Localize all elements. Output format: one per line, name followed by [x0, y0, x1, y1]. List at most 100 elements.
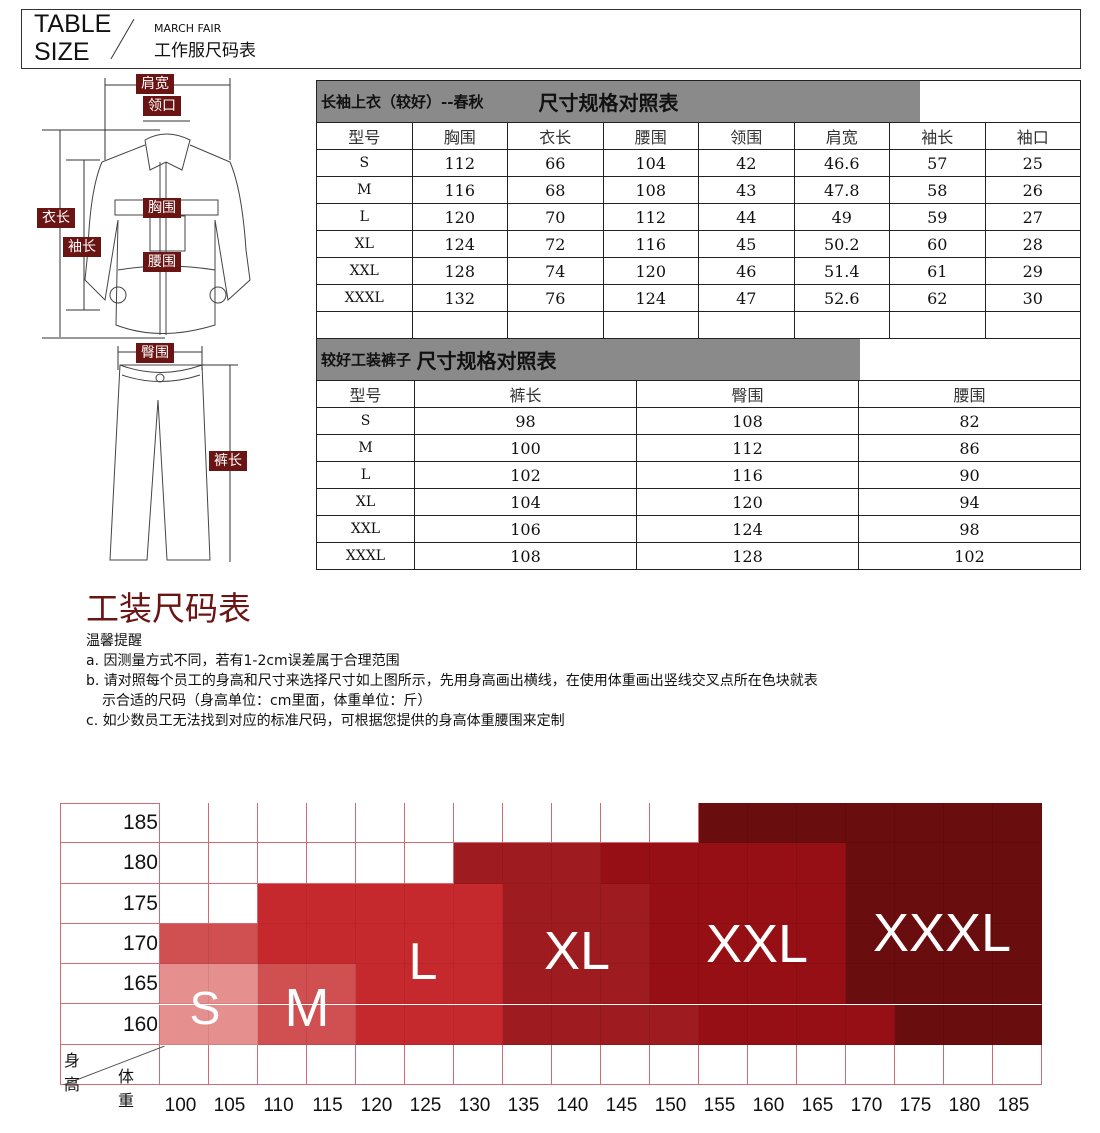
grid-cell	[209, 883, 258, 924]
grid-cell	[160, 964, 209, 1005]
value-cell: 26	[984, 176, 1081, 204]
grid-cell	[846, 843, 895, 884]
grid-cell	[993, 923, 1042, 965]
tip-b-cont: 示合适的尺码（身高单位：cm里面，体重单位：斤）	[102, 693, 432, 709]
size-label-xxxl: XXXL	[872, 903, 1012, 963]
weight-label: 125	[409, 1095, 442, 1117]
column-header: 领围	[698, 122, 795, 150]
size-label-l: L	[408, 933, 438, 991]
table-row: XXXL 108 128 102	[316, 542, 1082, 570]
grid-cell	[552, 1044, 601, 1086]
value-cell: 108	[413, 542, 638, 570]
value-cell	[698, 311, 795, 339]
jacket-size-table: 长袖上衣（较好）--春秋 尺寸规格对照表 型号 胸围 衣长 腰围 领围 肩宽 袖长 袖口 S 11…	[316, 80, 1081, 339]
corner-cell	[60, 1044, 160, 1086]
weight-label: 150	[654, 1095, 687, 1117]
label-pants-length: 裤长	[209, 451, 247, 471]
weight-label: 145	[605, 1095, 638, 1117]
table-row: S 98 108 82	[316, 407, 1082, 435]
subtitle-cn: 工作服尺码表	[154, 41, 256, 61]
grid-cell	[356, 883, 405, 924]
value-cell: 70	[507, 203, 604, 231]
value-cell: 120	[602, 257, 699, 285]
tip-c: c. 如少数员工无法找到对应的标准尺码，可根据您提供的身高体重腰围来定制	[86, 713, 565, 729]
size-cell: XXL	[316, 257, 413, 285]
grid-cell	[454, 883, 503, 924]
value-cell: 66	[507, 149, 604, 177]
grid-cell	[160, 1004, 209, 1045]
size-cell: L	[316, 203, 413, 231]
size-cell: XXL	[316, 515, 415, 543]
size-cell: S	[316, 149, 413, 177]
value-cell: 58	[889, 176, 986, 204]
grid-cell	[405, 923, 454, 965]
value-cell: 112	[636, 434, 860, 462]
value-cell: 47	[698, 284, 795, 312]
value-cell: 82	[858, 407, 1082, 435]
grid-cell	[797, 964, 846, 1005]
value-cell: 45	[698, 230, 795, 258]
table-row: S 112 66 104 42 46.6 57 25	[316, 149, 1081, 177]
grid-cell	[650, 883, 699, 924]
weight-label: 120	[360, 1095, 393, 1117]
grid-cell	[650, 964, 699, 1005]
weight-label: 165	[801, 1095, 834, 1117]
grid-cell	[503, 964, 552, 1005]
grid-cell	[650, 923, 699, 965]
grid-cell	[307, 803, 356, 844]
row-label-cell	[60, 923, 160, 965]
table-row: M 100 112 86	[316, 434, 1082, 462]
size-cell	[316, 311, 413, 339]
grid-cell	[895, 883, 944, 924]
grid-cell	[552, 803, 601, 844]
weight-label: 155	[703, 1095, 736, 1117]
grid-cell	[846, 1044, 895, 1086]
grid-cell	[454, 923, 503, 965]
height-label: 180	[122, 851, 158, 875]
grid-cell	[944, 1044, 993, 1086]
value-cell: 29	[984, 257, 1081, 285]
value-cell: 116	[602, 230, 699, 258]
value-cell: 120	[636, 488, 860, 516]
grid-cell	[454, 964, 503, 1005]
grid-cell	[307, 1044, 356, 1086]
value-cell: 132	[411, 284, 508, 312]
grid-cell	[601, 1004, 650, 1045]
grid-cell	[552, 883, 601, 924]
grid-cell	[258, 964, 307, 1005]
grid-cell	[356, 1044, 405, 1086]
size-label-xxl: XXL	[705, 914, 809, 974]
table-row: XXXL 132 76 124 47 52.6 62 30	[316, 284, 1081, 312]
grid-cell	[552, 964, 601, 1005]
size-cell: S	[316, 407, 415, 435]
grid-cell	[748, 843, 797, 884]
column-header: 胸围	[411, 122, 508, 150]
grid-cell	[454, 843, 503, 884]
label-sleeve: 袖长	[63, 237, 101, 257]
grid-cell	[356, 923, 405, 965]
grid-cell	[601, 803, 650, 844]
grid-cell	[846, 923, 895, 965]
value-cell: 102	[858, 542, 1082, 570]
weight-label: 100	[164, 1095, 197, 1117]
value-cell: 112	[411, 149, 508, 177]
value-cell: 27	[984, 203, 1081, 231]
size-cell: L	[316, 461, 415, 489]
column-header: 臀围	[636, 380, 860, 408]
grid-cell	[699, 1044, 748, 1086]
grid-cell	[650, 803, 699, 844]
grid-cell	[356, 843, 405, 884]
size-cell: XL	[316, 488, 415, 516]
table-row: L 120 70 112 44 49 59 27	[316, 203, 1081, 231]
weight-label: 160	[752, 1095, 785, 1117]
value-cell: 72	[507, 230, 604, 258]
grid-cell	[797, 923, 846, 965]
size-cell: XXXL	[316, 284, 413, 312]
grid-cell	[797, 883, 846, 924]
grid-cell	[944, 843, 993, 884]
column-header: 型号	[316, 122, 413, 150]
tip-a: a. 因测量方式不同，若有1-2cm误差属于合理范围	[86, 653, 400, 669]
value-cell: 98	[858, 515, 1082, 543]
weight-label: 105	[213, 1095, 246, 1117]
value-cell: 124	[411, 230, 508, 258]
